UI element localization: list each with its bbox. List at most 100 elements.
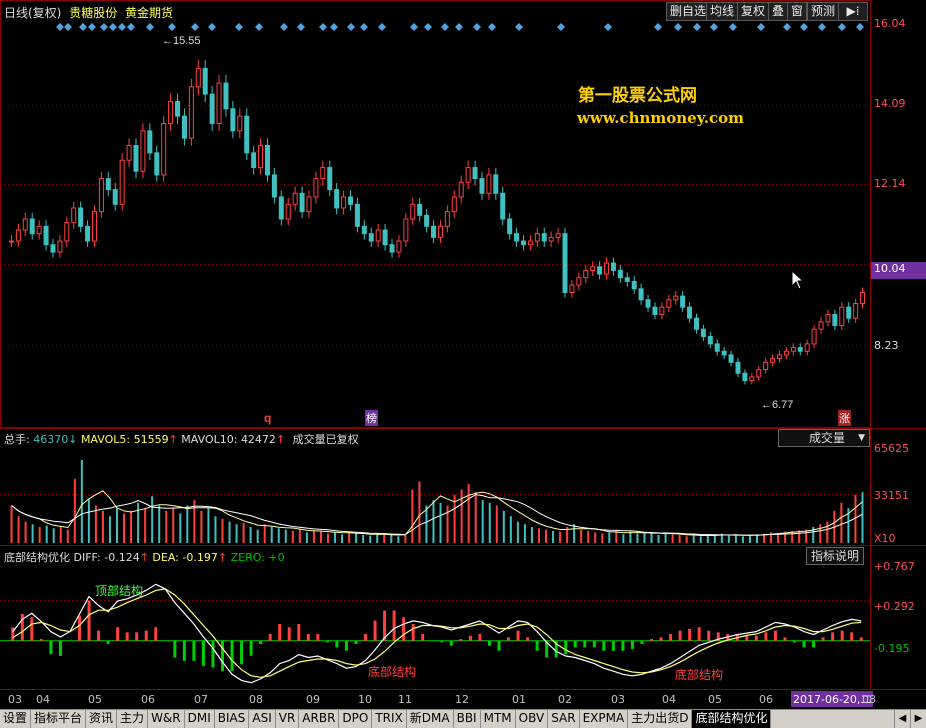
price-candle: [105, 178, 111, 191]
low-price-mark: ←6.77: [761, 399, 794, 411]
tab-settings[interactable]: 设置: [0, 710, 32, 728]
price-candle: [271, 174, 277, 198]
price-candle: [839, 306, 845, 327]
chevron-down-icon: ▼: [858, 433, 865, 443]
price-candle: [507, 218, 513, 235]
price-candle: [666, 299, 672, 308]
price-candle: [112, 189, 118, 205]
overlay-button[interactable]: 叠: [768, 2, 789, 21]
tab-new-dma[interactable]: 新DMA: [407, 710, 454, 728]
price-candle: [91, 211, 97, 242]
tab-indicator-platform[interactable]: 指标平台: [31, 710, 87, 728]
tab-mtm[interactable]: MTM: [481, 710, 516, 728]
tab-trix[interactable]: TRIX: [372, 710, 407, 728]
price-candle: [687, 306, 693, 319]
window-button[interactable]: 窗: [787, 2, 808, 21]
scroll-left-icon[interactable]: ◀: [894, 710, 910, 728]
tab-bias[interactable]: BIAS: [215, 710, 250, 728]
signal-diamond-icon: [56, 23, 64, 31]
play-icon[interactable]: ▶⁞: [838, 2, 868, 21]
scroll-right-icon[interactable]: ▶: [910, 710, 926, 728]
zero-value: +0: [268, 551, 285, 564]
tab-main-force[interactable]: 主力: [117, 710, 149, 728]
tab-arbr[interactable]: ARBR: [299, 710, 340, 728]
cursor-date: 2017-06-20,二: [793, 693, 872, 706]
moving-average-button[interactable]: 均线: [706, 2, 739, 21]
tab-dmi[interactable]: DMI: [185, 710, 215, 728]
x-axis-month: 09: [306, 693, 320, 706]
rights-adjust-button[interactable]: 复权: [737, 2, 770, 21]
price-candle: [209, 93, 215, 125]
tab-bottom-structure[interactable]: 底部结构优化: [692, 710, 772, 728]
concept-label[interactable]: 黄金期货: [125, 6, 174, 20]
indicator-axis-label: +0.767: [874, 560, 915, 573]
price-candle: [520, 240, 526, 246]
volume-legend: 总手: 46370↓ MAVOL5: 51559↑ MAVOL10: 42472…: [4, 431, 359, 447]
price-candle: [707, 336, 713, 345]
x-axis-month: 06: [759, 693, 773, 706]
x-axis-month: 10: [358, 693, 372, 706]
event-marker-rank[interactable]: 榜: [365, 410, 378, 426]
signal-diamond-icon: [168, 23, 176, 31]
price-candle: [320, 167, 326, 180]
price-candles: [8, 59, 866, 385]
signal-diamond-icon: [280, 23, 288, 31]
price-candle: [57, 240, 63, 253]
price-candle: [680, 295, 686, 308]
x-axis-month: 04: [662, 693, 676, 706]
price-candle: [417, 203, 423, 216]
price-candle: [638, 288, 644, 301]
tab-asi[interactable]: ASI: [249, 710, 276, 728]
tab-main-force-sell[interactable]: 主力出货D: [628, 710, 693, 728]
tab-bbi[interactable]: BBI: [454, 710, 481, 728]
tab-expma[interactable]: EXPMA: [580, 710, 629, 728]
tab-news[interactable]: 资讯: [86, 710, 118, 728]
price-candle: [361, 225, 367, 235]
price-candle: [410, 203, 416, 220]
price-candle: [749, 376, 755, 382]
x-axis-month: 08: [862, 693, 876, 706]
price-candle: [98, 178, 104, 213]
signal-diamond-icon: [557, 23, 565, 31]
forecast-button[interactable]: 预测: [807, 2, 840, 21]
price-candle: [36, 225, 42, 235]
bottom-structure-annotation: 底部结构: [368, 665, 417, 679]
x-axis-month: 04: [36, 693, 50, 706]
signal-diamond-icon: [191, 23, 199, 31]
signal-diamond-icon: [783, 23, 791, 31]
watermark-url: www.chnmoney.com: [577, 109, 744, 127]
price-candle: [154, 152, 160, 176]
price-candle: [354, 203, 360, 227]
price-candle: [811, 328, 817, 345]
price-candle: [237, 115, 243, 132]
tab-obv[interactable]: OBV: [516, 710, 549, 728]
tab-wr[interactable]: W&R: [148, 710, 185, 728]
signal-diamond-icon: [64, 23, 72, 31]
remove-favorite-button[interactable]: 删自选: [666, 2, 711, 21]
stock-name[interactable]: 贵糖股份: [69, 6, 118, 20]
signal-diamond-icon: [347, 23, 355, 31]
price-candle: [770, 358, 776, 363]
mavol5-label: MAVOL5:: [80, 433, 131, 446]
price-candle: [548, 236, 554, 242]
price-candle: [721, 350, 727, 356]
price-candle: [527, 240, 533, 246]
mavol10-value: 42472: [240, 433, 276, 446]
volume-adjusted-note: 成交量已复权: [292, 433, 359, 446]
price-candle: [396, 240, 402, 253]
indicator-select[interactable]: 成交量 ▼: [778, 429, 870, 447]
event-marker-limit-up[interactable]: 涨: [838, 410, 851, 426]
price-candle: [458, 181, 464, 198]
volume-axis-label: 33151: [874, 489, 909, 502]
event-marker-q[interactable]: q: [264, 411, 272, 425]
price-candle: [202, 67, 208, 95]
indicator-help-button[interactable]: 指标说明: [806, 547, 865, 565]
price-axis-label: 16.04: [874, 17, 906, 30]
signal-diamond-icon: [319, 23, 327, 31]
price-candle: [590, 266, 596, 271]
tab-dpo[interactable]: DPO: [339, 710, 373, 728]
tab-sar[interactable]: SAR: [548, 710, 580, 728]
tab-vr[interactable]: VR: [276, 710, 300, 728]
price-candle: [140, 130, 146, 172]
